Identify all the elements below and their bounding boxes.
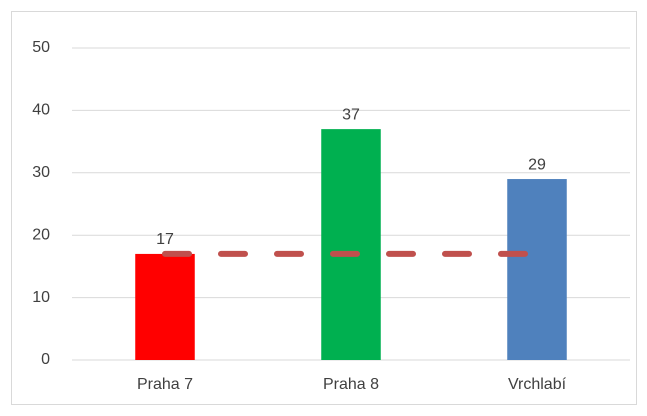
- bar: [135, 253, 195, 360]
- data-label: 29: [528, 156, 546, 173]
- y-tick-label: 30: [32, 164, 50, 181]
- y-tick-label: 10: [32, 289, 50, 306]
- y-tick-label: 50: [32, 39, 50, 56]
- data-label: 17: [156, 231, 174, 248]
- y-tick-label: 0: [41, 351, 50, 368]
- x-tick-label: Praha 8: [323, 376, 379, 393]
- y-tick-label: 40: [32, 102, 50, 119]
- x-tick-label: Praha 7: [137, 376, 193, 393]
- bar: [507, 179, 567, 360]
- bar: [321, 129, 381, 360]
- y-tick-label: 20: [32, 226, 50, 243]
- x-tick-label: Vrchlabí: [508, 376, 567, 393]
- data-label: 37: [342, 106, 360, 123]
